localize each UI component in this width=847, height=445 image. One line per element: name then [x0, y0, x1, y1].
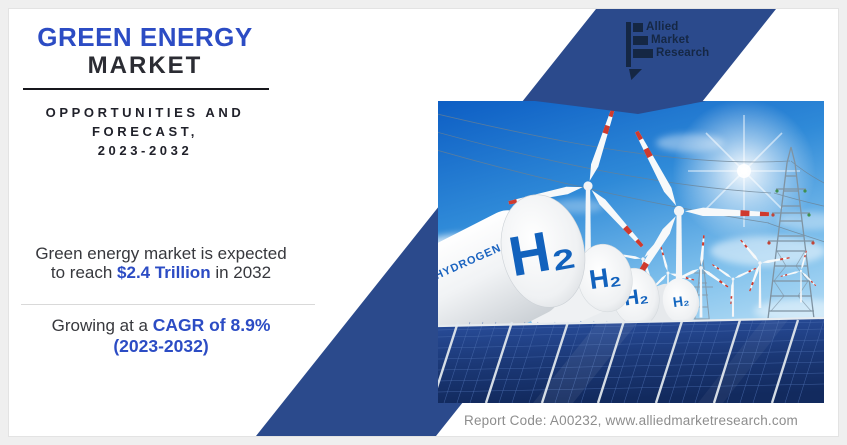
title-divider	[23, 88, 269, 90]
tank-h2-label-large: H₂	[504, 215, 579, 288]
amr-logo-icon	[626, 22, 631, 67]
cover-card: GREEN ENERGY MARKET OPPORTUNITIES AND FO…	[8, 8, 839, 437]
logo-row: Research	[633, 47, 709, 60]
market-size-line2: to reach $2.4 Trillion in 2032	[11, 263, 311, 282]
page-title-line1: GREEN ENERGY	[37, 22, 253, 52]
reach-suffix: in 2032	[210, 263, 272, 282]
logo-text-research: Research	[656, 47, 710, 59]
transmission-tower	[766, 146, 816, 328]
cover-photo: H₂ H₂ H₂ HYDROGEN H₂	[438, 101, 824, 403]
stats-divider	[21, 304, 315, 305]
report-code-line: Report Code: A00232, www.alliedmarketres…	[464, 413, 798, 428]
hydrogen-tank-face	[500, 194, 586, 308]
subtitle-line2: FORECAST,	[91, 124, 199, 139]
solar-panels	[438, 316, 824, 403]
hydrogen-tanks: H₂ H₂ H₂ HYDROGEN H₂	[438, 194, 700, 403]
market-size-statement: Green energy market is expected to reach…	[11, 244, 311, 282]
sun	[672, 101, 816, 243]
logo-bar-icon	[633, 49, 653, 58]
subtitle-line3: 2023-2032	[97, 143, 193, 158]
title-block: GREEN ENERGY MARKET	[9, 22, 281, 80]
market-value: $2.4 Trillion	[117, 263, 211, 282]
logo-row: Market	[633, 34, 709, 47]
subtitle-block: OPPORTUNITIES AND FORECAST, 2023-2032	[9, 103, 281, 160]
ribbon-tip	[535, 101, 706, 114]
logo-text-allied: Allied	[646, 21, 679, 33]
logo-row: Allied	[633, 21, 709, 34]
tank-h2-label: H₂	[587, 261, 622, 295]
photo-illustration: H₂ H₂ H₂ HYDROGEN H₂	[438, 101, 824, 403]
logo-text-market: Market	[651, 34, 690, 46]
logo-bar-icon	[633, 23, 643, 32]
power-lines	[438, 113, 824, 243]
logo-speech-tail-icon	[629, 69, 642, 80]
insulators	[767, 189, 815, 245]
subtitle-line1: OPPORTUNITIES AND	[45, 105, 245, 120]
growth-line1: Growing at a CAGR of 8.9%	[11, 315, 311, 336]
cagr-value: CAGR of 8.9%	[152, 315, 271, 335]
amr-logo-rows: Allied Market Research	[633, 21, 709, 60]
logo-bar-icon	[633, 36, 648, 45]
growth-period: (2023-2032)	[113, 336, 209, 356]
tank-h2-label: H₂	[672, 292, 690, 310]
hydrogen-tank-body	[438, 210, 561, 403]
growth-statement: Growing at a CAGR of 8.9% (2023-2032)	[11, 315, 311, 356]
amr-logo: Allied Market Research	[626, 19, 746, 81]
reach-prefix: to reach	[50, 263, 118, 282]
growth-prefix: Growing at a	[51, 316, 153, 335]
page-title-line2: MARKET	[87, 52, 203, 79]
market-size-line1: Green energy market is expected	[35, 244, 287, 263]
